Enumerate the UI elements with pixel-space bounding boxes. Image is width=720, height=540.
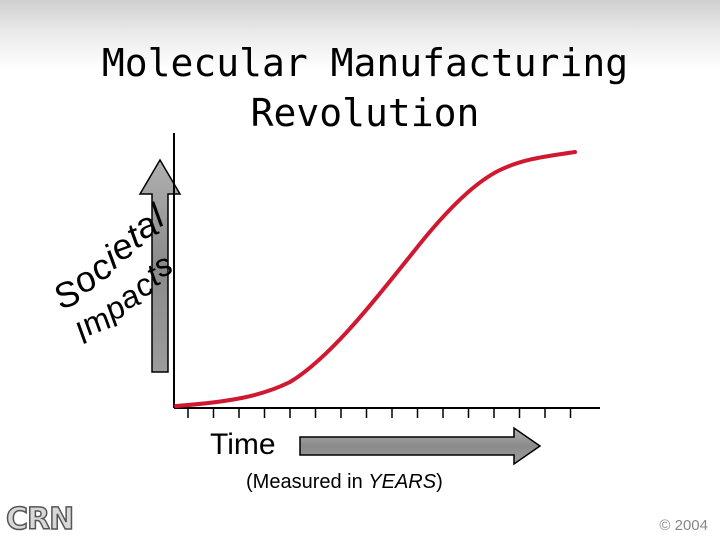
- vertical-arrow: [138, 158, 182, 373]
- x-sublabel-prefix: (Measured in: [246, 471, 369, 493]
- slide-title: Molecular Manufacturing Revolution: [101, 41, 629, 135]
- y-label-societal: Societal: [34, 194, 183, 318]
- x-axis-ticks: [187, 408, 572, 418]
- horizontal-arrow: [299, 426, 542, 466]
- x-axis-label: Time: [210, 428, 276, 461]
- crn-logo: CRN: [5, 501, 75, 538]
- header-gradient-band: [0, 0, 720, 70]
- x-sublabel-emphasis: YEARS: [368, 471, 437, 493]
- x-axis-sublabel: (Measured in YEARS): [246, 471, 443, 494]
- y-axis-label: Societal Impacts: [34, 194, 183, 352]
- adoption-curve: [174, 150, 577, 408]
- copyright-notice: © 2004: [659, 517, 708, 534]
- x-sublabel-suffix: ): [436, 471, 443, 493]
